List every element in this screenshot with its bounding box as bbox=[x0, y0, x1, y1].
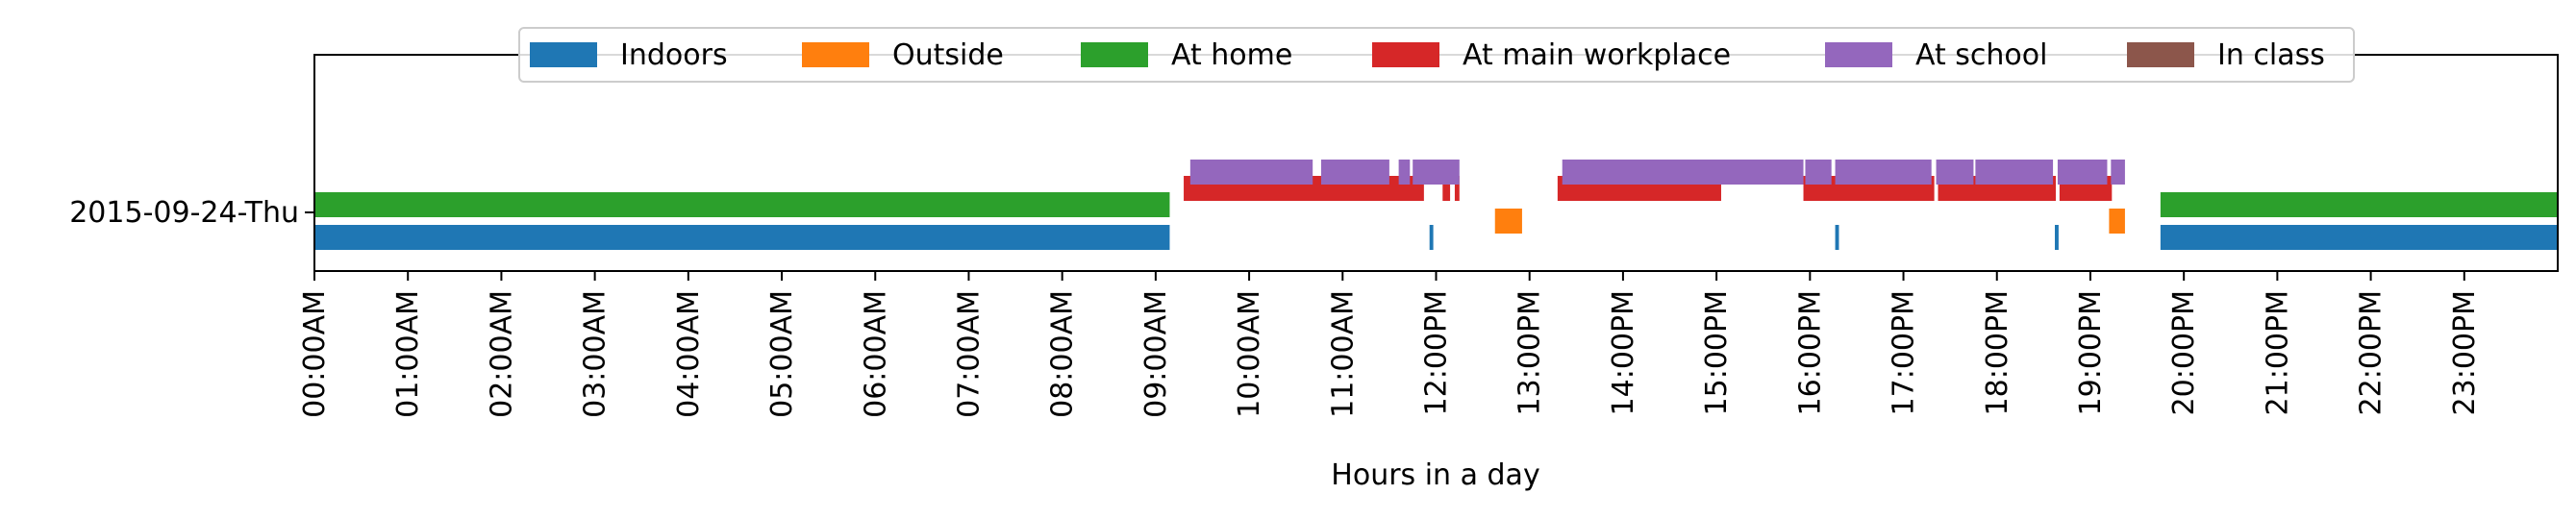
legend-label-in-class: In class bbox=[2217, 38, 2325, 72]
x-tick-label-6: 06:00AM bbox=[859, 290, 892, 418]
x-axis-ticks: 00:00AM 01:00AM 02:00AM 03:00AM 04:00AM 05:00… bbox=[298, 271, 2482, 418]
x-tick-label-22: 22:00PM bbox=[2355, 290, 2388, 415]
bar-at-main-workplace-1 bbox=[1442, 176, 1451, 201]
bar-indoors-1 bbox=[1429, 225, 1434, 250]
bar-at-main-workplace-2 bbox=[1454, 176, 1460, 201]
x-tick-label-18: 18:00PM bbox=[1981, 290, 2014, 415]
x-tick-label-12: 12:00PM bbox=[1420, 290, 1454, 415]
bar-indoors-3 bbox=[2055, 225, 2059, 250]
legend-label-indoors: Indoors bbox=[620, 38, 728, 72]
x-tick-label-21: 21:00PM bbox=[2261, 290, 2294, 415]
x-tick-label-16: 16:00PM bbox=[1793, 290, 1827, 415]
x-tick-label-11: 11:00AM bbox=[1326, 290, 1360, 418]
bar-indoors-4 bbox=[2160, 225, 2558, 250]
x-tick-label-23: 23:00PM bbox=[2448, 290, 2482, 415]
x-tick-label-20: 20:00PM bbox=[2167, 290, 2201, 415]
legend-swatch-at-main-workplace bbox=[1372, 42, 1439, 67]
x-tick-label-19: 19:00PM bbox=[2074, 290, 2108, 415]
x-tick-label-9: 09:00AM bbox=[1139, 290, 1173, 418]
bar-at-school-4 bbox=[1562, 160, 1804, 185]
x-tick-label-5: 05:00AM bbox=[765, 290, 799, 418]
legend-swatch-outside bbox=[802, 42, 869, 67]
x-tick-label-0: 00:00AM bbox=[298, 290, 332, 418]
bar-at-school-10 bbox=[2111, 160, 2125, 185]
x-tick-label-14: 14:00PM bbox=[1607, 290, 1640, 415]
legend-swatch-at-home bbox=[1081, 42, 1148, 67]
bar-at-school-1 bbox=[1320, 160, 1389, 185]
x-axis-label: Hours in a day bbox=[1331, 458, 1539, 492]
legend-swatch-in-class bbox=[2127, 42, 2194, 67]
bar-at-home-0 bbox=[314, 192, 1170, 217]
bar-at-home-1 bbox=[2160, 192, 2558, 217]
x-tick-label-8: 08:00AM bbox=[1046, 290, 1080, 418]
legend-label-outside: Outside bbox=[892, 38, 1004, 72]
x-tick-label-1: 01:00AM bbox=[391, 290, 425, 418]
x-tick-label-17: 17:00PM bbox=[1888, 290, 1921, 415]
bar-at-school-0 bbox=[1189, 160, 1313, 185]
bar-indoors-0 bbox=[314, 225, 1170, 250]
legend-label-at-home: At home bbox=[1171, 38, 1292, 72]
legend: Indoors Outside At home At main workplace At… bbox=[518, 27, 2355, 83]
x-tick-label-2: 02:00AM bbox=[485, 290, 518, 418]
bar-at-school-9 bbox=[2057, 160, 2108, 185]
x-tick-label-4: 04:00AM bbox=[672, 290, 706, 418]
legend-swatch-indoors bbox=[530, 42, 597, 67]
legend-swatch-at-school bbox=[1825, 42, 1892, 67]
bar-at-school-7 bbox=[1936, 160, 1974, 185]
timeline-bars bbox=[314, 160, 2558, 250]
bar-at-school-6 bbox=[1835, 160, 1932, 185]
bar-at-school-8 bbox=[1975, 160, 2054, 185]
x-tick-label-10: 10:00AM bbox=[1233, 290, 1266, 418]
y-axis-ticks: 2015-09-24-Thu bbox=[69, 196, 314, 230]
x-tick-label-3: 03:00AM bbox=[579, 290, 613, 418]
bar-outside-1 bbox=[2109, 209, 2125, 234]
bar-at-school-3 bbox=[1413, 160, 1460, 185]
bar-outside-0 bbox=[1494, 209, 1522, 234]
bar-at-school-5 bbox=[1805, 160, 1832, 185]
legend-label-at-main-workplace: At main workplace bbox=[1463, 38, 1731, 72]
x-tick-label-15: 15:00PM bbox=[1700, 290, 1734, 415]
bar-indoors-2 bbox=[1835, 225, 1839, 250]
x-tick-label-13: 13:00PM bbox=[1513, 290, 1547, 415]
y-tick-label-0: 2015-09-24-Thu bbox=[69, 196, 299, 230]
bar-at-school-2 bbox=[1398, 160, 1411, 185]
legend-label-at-school: At school bbox=[1915, 38, 2047, 72]
x-tick-label-7: 07:00AM bbox=[952, 290, 986, 418]
